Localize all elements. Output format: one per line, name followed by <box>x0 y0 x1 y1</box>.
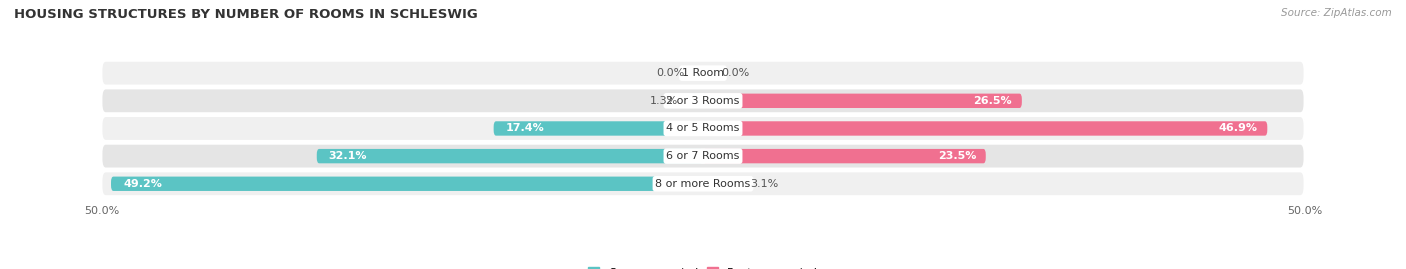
Text: 4 or 5 Rooms: 4 or 5 Rooms <box>666 123 740 133</box>
Text: 6 or 7 Rooms: 6 or 7 Rooms <box>666 151 740 161</box>
Text: 46.9%: 46.9% <box>1219 123 1258 133</box>
Text: 49.2%: 49.2% <box>124 179 162 189</box>
FancyBboxPatch shape <box>494 121 703 136</box>
Text: 17.4%: 17.4% <box>506 123 544 133</box>
FancyBboxPatch shape <box>101 89 1305 113</box>
FancyBboxPatch shape <box>703 149 986 163</box>
Text: 0.0%: 0.0% <box>657 68 685 78</box>
Text: 23.5%: 23.5% <box>938 151 976 161</box>
FancyBboxPatch shape <box>101 61 1305 86</box>
FancyBboxPatch shape <box>703 121 1267 136</box>
FancyBboxPatch shape <box>703 94 1022 108</box>
Text: 2 or 3 Rooms: 2 or 3 Rooms <box>666 96 740 106</box>
Text: 26.5%: 26.5% <box>973 96 1012 106</box>
FancyBboxPatch shape <box>101 144 1305 169</box>
Text: 1 Room: 1 Room <box>682 68 724 78</box>
Text: HOUSING STRUCTURES BY NUMBER OF ROOMS IN SCHLESWIG: HOUSING STRUCTURES BY NUMBER OF ROOMS IN… <box>14 8 478 21</box>
FancyBboxPatch shape <box>703 176 741 191</box>
FancyBboxPatch shape <box>111 176 703 191</box>
Text: 1.3%: 1.3% <box>650 96 678 106</box>
Text: 0.0%: 0.0% <box>721 68 749 78</box>
Text: 3.1%: 3.1% <box>749 179 778 189</box>
FancyBboxPatch shape <box>101 171 1305 196</box>
Text: Source: ZipAtlas.com: Source: ZipAtlas.com <box>1281 8 1392 18</box>
FancyBboxPatch shape <box>101 116 1305 141</box>
Text: 32.1%: 32.1% <box>329 151 367 161</box>
Legend: Owner-occupied, Renter-occupied: Owner-occupied, Renter-occupied <box>588 267 818 269</box>
FancyBboxPatch shape <box>316 149 703 163</box>
FancyBboxPatch shape <box>688 94 703 108</box>
Text: 8 or more Rooms: 8 or more Rooms <box>655 179 751 189</box>
